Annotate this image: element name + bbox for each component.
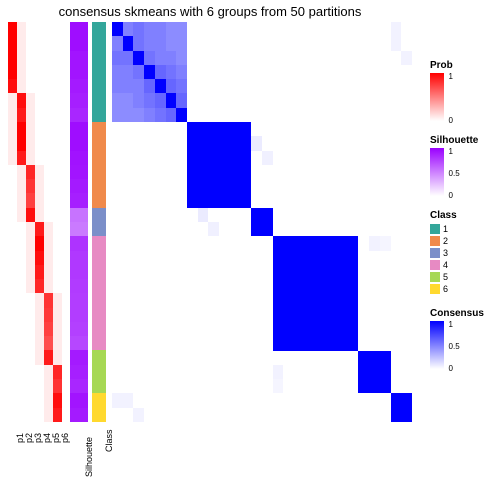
legend-class-swatches: 1 2 3 4 5 6: [430, 223, 500, 294]
legend-class-item: 6: [430, 283, 500, 294]
legend-class-item: 4: [430, 259, 500, 270]
prob-annotation-columns: [8, 22, 62, 422]
axis-label: Silhouette: [84, 437, 94, 477]
legend-silhouette: Silhouette 00.51: [430, 135, 500, 196]
legend-consensus-ticks: 00.51: [449, 321, 469, 369]
legend-class-label: 3: [443, 248, 448, 258]
prob-col: [35, 22, 44, 422]
legend-tick: 0: [449, 364, 453, 373]
legend-class-label: 4: [443, 260, 448, 270]
prob-col: [8, 22, 17, 422]
legend-class: Class 1 2 3 4 5 6: [430, 210, 500, 294]
legend-tick: 0.5: [449, 342, 460, 351]
legend-tick: 1: [449, 147, 453, 156]
prob-col: [17, 22, 26, 422]
legend-class-item: 5: [430, 271, 500, 282]
prob-col: [26, 22, 35, 422]
prob-col: [44, 22, 53, 422]
legend-class-item: 1: [430, 223, 500, 234]
consensus-heatmap: [112, 22, 412, 422]
legend-silhouette-ticks: 00.51: [449, 148, 469, 196]
class-annotation-column: [92, 22, 106, 422]
legend-consensus-gradient: [430, 321, 444, 369]
legend-silhouette-title: Silhouette: [430, 135, 500, 146]
axis-label: Class: [104, 429, 114, 452]
legend-tick: 0.5: [449, 169, 460, 178]
legend-tick: 1: [449, 72, 453, 81]
prob-col: [53, 22, 62, 422]
legend-class-label: 5: [443, 272, 448, 282]
silhouette-annotation-column: [70, 22, 88, 422]
legend-consensus-title: Consensus: [430, 308, 500, 319]
legend-tick: 1: [449, 320, 453, 329]
legend-silhouette-gradient: [430, 148, 444, 196]
legend-prob-ticks: 01: [449, 73, 469, 121]
legend-prob: Prob 01: [430, 60, 500, 121]
legend-prob-title: Prob: [430, 60, 500, 71]
legends-panel: Prob 01 Silhouette 00.51 Class 123456 Co…: [430, 60, 500, 383]
legend-class-label: 1: [443, 224, 448, 234]
legend-class-item: 2: [430, 235, 500, 246]
plot-title: consensus skmeans with 6 groups from 50 …: [0, 4, 420, 19]
legend-consensus: Consensus 00.51: [430, 308, 500, 369]
axis-label: p6: [60, 433, 70, 443]
legend-class-label: 2: [443, 236, 448, 246]
legend-prob-gradient: [430, 73, 444, 121]
legend-class-item: 3: [430, 247, 500, 258]
legend-tick: 0: [449, 191, 453, 200]
legend-class-label: 6: [443, 284, 448, 294]
legend-tick: 0: [449, 116, 453, 125]
legend-class-title: Class: [430, 210, 500, 221]
